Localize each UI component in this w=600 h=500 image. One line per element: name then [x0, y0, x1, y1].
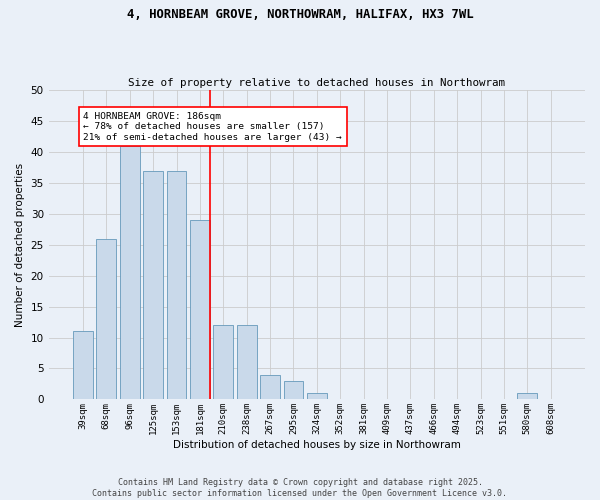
Bar — [284, 381, 304, 400]
Bar — [143, 170, 163, 400]
Text: Contains HM Land Registry data © Crown copyright and database right 2025.
Contai: Contains HM Land Registry data © Crown c… — [92, 478, 508, 498]
Bar — [214, 325, 233, 400]
Text: 4, HORNBEAM GROVE, NORTHOWRAM, HALIFAX, HX3 7WL: 4, HORNBEAM GROVE, NORTHOWRAM, HALIFAX, … — [127, 8, 473, 20]
Bar — [237, 325, 257, 400]
X-axis label: Distribution of detached houses by size in Northowram: Distribution of detached houses by size … — [173, 440, 461, 450]
Bar — [190, 220, 210, 400]
Bar — [73, 332, 93, 400]
Title: Size of property relative to detached houses in Northowram: Size of property relative to detached ho… — [128, 78, 505, 88]
Bar — [120, 146, 140, 400]
Bar — [517, 393, 537, 400]
Text: 4 HORNBEAM GROVE: 186sqm
← 78% of detached houses are smaller (157)
21% of semi-: 4 HORNBEAM GROVE: 186sqm ← 78% of detach… — [83, 112, 342, 142]
Bar — [97, 238, 116, 400]
Bar — [307, 393, 327, 400]
Bar — [260, 374, 280, 400]
Y-axis label: Number of detached properties: Number of detached properties — [15, 162, 25, 327]
Bar — [167, 170, 187, 400]
